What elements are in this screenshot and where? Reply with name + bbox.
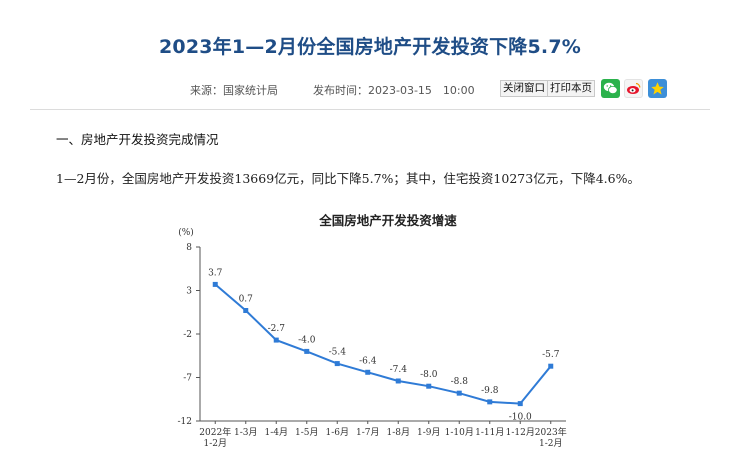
page-title: 2023年1—2月份全国房地产开发投资下降5.7% <box>158 36 582 58</box>
x-tick-label: 2022年 <box>199 426 231 438</box>
series-line <box>214 283 552 405</box>
y-tick-label: 8 <box>186 243 192 253</box>
data-label: -10.0 <box>509 413 532 423</box>
header-divider <box>30 109 710 110</box>
x-tick-label: 1-9月 <box>417 427 441 438</box>
x-tick-label: 1-2月 <box>539 438 563 449</box>
data-point <box>517 401 523 407</box>
data-point <box>548 363 554 369</box>
data-point <box>273 337 279 343</box>
data-label: -2.7 <box>268 324 286 334</box>
source-text: 来源：国家统计局 <box>190 84 278 97</box>
data-label: -4.0 <box>298 335 316 345</box>
data-point <box>395 378 401 384</box>
x-tick-label: 1-4月 <box>265 427 289 438</box>
x-tick-label: 1-11月 <box>475 427 504 438</box>
data-label: -8.8 <box>451 377 469 387</box>
x-tick-label: 2023年 <box>535 426 567 438</box>
data-label: -5.7 <box>542 350 560 360</box>
x-tick-label: 1-3月 <box>234 427 258 438</box>
print-page-button[interactable]: 打印本页 <box>547 80 595 97</box>
x-tick-label: 1-10月 <box>445 427 474 438</box>
favorite-icon[interactable] <box>648 79 667 98</box>
data-label: -7.4 <box>390 365 408 375</box>
chart-title: 全国房地产开发投资增速 <box>318 213 457 228</box>
publish-time: 发布时间：2023-03-15 10:00 <box>313 84 475 97</box>
data-point <box>365 369 371 375</box>
data-point <box>334 361 340 367</box>
y-tick-label: -12 <box>178 417 193 427</box>
summary-paragraph: 1—2月份，全国房地产开发投资13669亿元，同比下降5.7%；其中，住宅投资1… <box>56 171 640 186</box>
data-label: -5.4 <box>329 348 347 358</box>
x-tick-label: 1-2月 <box>204 438 228 449</box>
section-heading: 一、房地产开发投资完成情况 <box>56 132 219 147</box>
x-tick-label: 1-12月 <box>506 427 535 438</box>
x-tick-label: 1-8月 <box>387 427 411 438</box>
data-label: -9.8 <box>481 386 499 396</box>
data-point <box>487 399 493 405</box>
x-tick-label: 1-6月 <box>326 427 350 438</box>
wechat-icon[interactable] <box>601 79 620 98</box>
weibo-icon[interactable] <box>624 79 643 98</box>
data-point <box>304 348 310 354</box>
y-tick-label: -7 <box>183 374 192 384</box>
data-point <box>426 383 432 389</box>
data-label: 0.7 <box>239 295 254 305</box>
data-label: 3.7 <box>208 268 223 278</box>
data-label: -6.4 <box>359 356 377 366</box>
y-tick-label: -2 <box>183 330 192 340</box>
data-point <box>456 390 462 396</box>
data-point <box>243 308 249 314</box>
x-tick-label: 1-5月 <box>295 427 319 438</box>
x-tick-label: 1-7月 <box>356 427 380 438</box>
y-axis-unit: (%) <box>178 227 194 238</box>
data-point <box>212 281 218 287</box>
y-tick-label: 3 <box>186 287 192 297</box>
close-window-button[interactable]: 关闭窗口 <box>500 80 548 97</box>
data-label: -8.0 <box>420 370 438 380</box>
